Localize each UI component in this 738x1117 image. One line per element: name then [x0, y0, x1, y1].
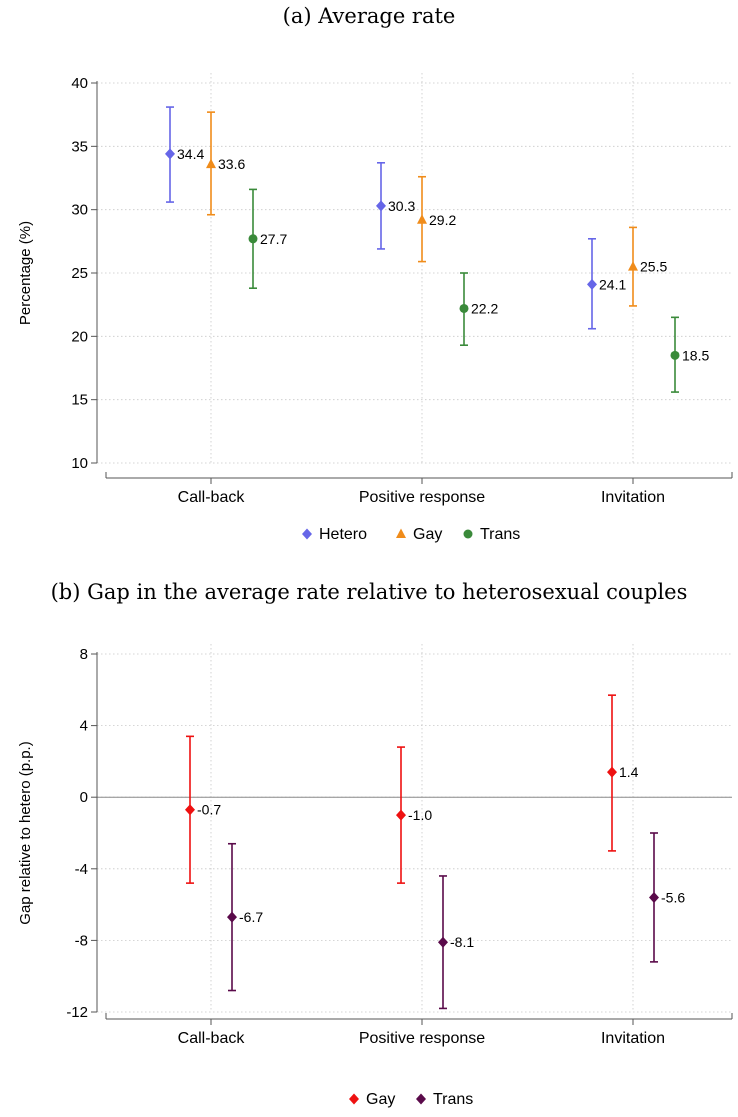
- panel-a-title: (a) Average rate: [282, 4, 456, 28]
- data-point: [248, 234, 258, 244]
- series-trans: 27.7 22.2 18.5: [248, 188, 709, 393]
- y-axis-label: Percentage (%): [17, 221, 34, 325]
- data-point: [607, 766, 617, 778]
- legend-item-hetero: Hetero: [302, 526, 367, 543]
- data-point: [206, 158, 216, 169]
- legend-marker: [349, 1093, 359, 1105]
- legend-item-gay: Gay: [396, 526, 442, 543]
- legend-marker: [302, 528, 312, 540]
- series-gay: -0.7 -1.0 1.4: [185, 694, 639, 884]
- y-tick-label: -8: [75, 932, 88, 949]
- panel-b-title: (b) Gap in the average rate relative to …: [50, 580, 688, 604]
- legend-item-trans: Trans: [463, 526, 520, 543]
- data-label: -5.6: [661, 889, 685, 905]
- y-tick-label: -4: [75, 861, 88, 878]
- average-rate-chart: 10 15 20 25 30 35 40 Percentage (%) Call-back Pos…: [17, 73, 733, 543]
- data-label: 34.4: [177, 146, 204, 162]
- y-tick-label: 25: [71, 265, 88, 282]
- x-tick-label: Call-back: [178, 489, 246, 506]
- legend-marker: [463, 529, 473, 539]
- y-tick-label: 15: [71, 392, 88, 409]
- x-tick-label: Positive response: [359, 489, 485, 506]
- data-point: [417, 214, 427, 224]
- series-trans: -6.7 -8.1 -5.6: [227, 832, 685, 1010]
- legend: Gay Trans: [349, 1091, 473, 1108]
- data-point: [670, 350, 680, 360]
- legend-item-trans: Trans: [416, 1091, 473, 1108]
- legend: Hetero Gay Trans: [302, 526, 520, 543]
- data-label: 30.3: [388, 198, 415, 214]
- data-point: [459, 303, 469, 313]
- data-label: 18.5: [682, 347, 709, 363]
- data-point: [587, 278, 597, 290]
- data-label: 25.5: [640, 259, 667, 275]
- y-tick-label: 35: [71, 138, 88, 155]
- data-point: [227, 911, 237, 923]
- data-label: 29.2: [429, 212, 456, 228]
- data-label: 24.1: [599, 276, 626, 292]
- y-tick-label: 20: [71, 328, 88, 345]
- data-label: 33.6: [218, 156, 245, 172]
- gap-chart: -12 -8 -4 0 4 8 Gap relative to hetero (p.p.) C…: [17, 644, 733, 1108]
- x-tick-label: Call-back: [178, 1030, 246, 1047]
- series-gay: 33.6 29.2 25.5: [206, 111, 667, 307]
- data-point: [376, 200, 386, 212]
- data-label: -0.7: [197, 802, 221, 818]
- y-tick-label: 8: [80, 646, 88, 663]
- y-tick-label: 30: [71, 202, 88, 219]
- x-tick-label: Positive response: [359, 1030, 485, 1047]
- x-tick-label: Invitation: [601, 1030, 665, 1047]
- legend-label: Hetero: [319, 526, 367, 543]
- legend-label: Gay: [366, 1091, 395, 1108]
- legend-item-gay: Gay: [349, 1091, 395, 1108]
- data-label: 1.4: [619, 764, 639, 780]
- y-tick-label: 0: [80, 789, 88, 806]
- data-label: 22.2: [471, 300, 498, 316]
- data-point: [628, 261, 638, 271]
- data-point: [649, 891, 659, 903]
- legend-marker: [416, 1093, 426, 1105]
- y-tick-label: 4: [80, 718, 88, 735]
- data-point: [438, 936, 448, 948]
- data-point: [185, 804, 195, 816]
- legend-marker: [396, 528, 406, 538]
- data-label: 27.7: [260, 231, 287, 247]
- legend-label: Trans: [480, 526, 520, 543]
- legend-label: Gay: [413, 526, 442, 543]
- data-point: [165, 148, 175, 160]
- data-label: -8.1: [450, 934, 474, 950]
- data-label: -1.0: [408, 807, 432, 823]
- legend-label: Trans: [433, 1091, 473, 1108]
- x-tick-label: Invitation: [601, 489, 665, 506]
- y-axis-label: Gap relative to hetero (p.p.): [17, 741, 34, 924]
- y-tick-label: 10: [71, 455, 88, 472]
- series-hetero: 34.4 30.3 24.1: [165, 106, 626, 330]
- data-point: [396, 809, 406, 821]
- y-tick-label: -12: [66, 1004, 88, 1021]
- y-tick-label: 40: [71, 75, 88, 92]
- data-label: -6.7: [239, 909, 263, 925]
